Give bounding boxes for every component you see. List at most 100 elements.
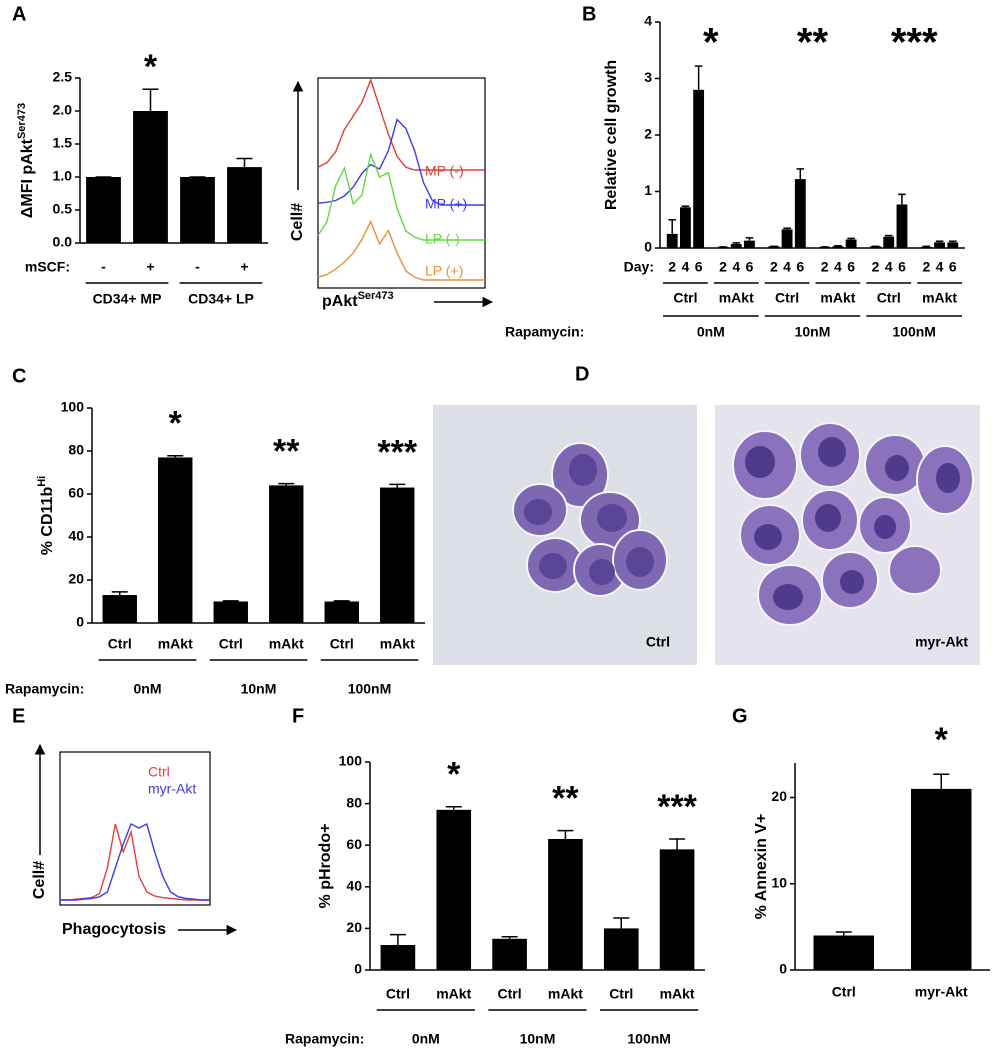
x-tick-label: mAkt [660,986,695,1002]
group-row-label: Rapamycin: [285,1031,364,1047]
subgroup-label: Ctrl [775,290,799,306]
legend-label: LP (-) [425,231,460,247]
bar [781,229,793,248]
bar [324,601,359,623]
axis-title: pAktSer473 [322,290,394,310]
nuclei-myr-akt [745,437,960,610]
y-tick-label: 4 [644,13,652,29]
x-tick-label: 6 [796,259,804,275]
x-tick-label: 4 [732,259,740,275]
y-tick-label: 0 [779,961,787,977]
bar [492,938,527,970]
axis-title: Relative cell growth [603,60,620,210]
bar [920,246,932,248]
bar [679,207,691,248]
bar [269,485,304,623]
axis-title-text: % CD11b [39,487,56,556]
density-curve [317,118,485,206]
x-tick-label: 2 [922,259,930,275]
group-row-label: Rapamycin: [5,681,84,697]
bar [380,487,415,623]
x-tick-label: 6 [746,259,754,275]
axis-title: % Annexin V+ [753,814,770,920]
axis-title: Cell# [31,861,48,899]
axis-title-text: % pHrodo+ [317,824,334,909]
panel-letter: B [582,3,596,25]
panel-letter: D [575,363,589,385]
axis-title: Cell# [289,203,306,241]
group-label: 100nM [348,681,392,697]
y-tick-label: 0.0 [53,234,73,250]
panel-letter: G [732,705,748,727]
panel-letter: C [12,365,26,387]
y-tick-label: 20 [771,788,787,804]
x-tick-label: mAkt [548,986,583,1002]
x-tick-label: myr-Akt [915,984,968,1000]
axis-title: Phagocytosis [62,921,166,938]
significance: ** [273,433,300,471]
x-tick-label: Ctrl [832,984,856,1000]
y-tick-label: 1.5 [53,135,73,151]
density-curve [60,822,210,901]
bar [832,246,844,248]
x-tick-label: 4 [783,259,791,275]
bar [813,935,874,970]
significance: * [935,721,949,759]
x-tick-label: Ctrl [219,636,243,652]
group-row-label: Rapamycin: [505,324,584,340]
y-tick-label: 80 [68,442,84,458]
x-tick-label: Ctrl [498,986,522,1002]
x-row-label: mSCF: [25,259,70,275]
cells-ctrl [512,442,668,597]
bar [86,177,121,243]
subgroup-label: mAkt [719,290,754,306]
plot-frame [317,77,486,289]
bar [102,595,137,623]
y-tick-label: 40 [68,528,84,544]
nuclei-ctrl [524,454,654,585]
group-label: 0nM [412,1031,440,1047]
subgroup-label: Ctrl [673,290,697,306]
x-tick-label: mAkt [436,986,471,1002]
panel-letter: F [292,705,304,727]
x-tick-label: 4 [682,259,690,275]
y-tick-label: 1.0 [53,168,73,184]
y-tick-label: 2 [644,126,652,142]
subgroup-label: mAkt [820,290,855,306]
significance: * [703,21,719,65]
y-tick-label: 20 [346,919,362,935]
legend-label: MP (+) [425,196,467,212]
y-tick-label: 40 [346,878,362,894]
significance: * [144,48,158,86]
y-tick-label: 60 [346,836,362,852]
axis-title: % CD11bHi [36,476,56,555]
group-label: 10nM [241,681,277,697]
x-tick-label: Ctrl [108,636,132,652]
axis-title-text: Cell# [31,861,48,899]
y-tick-label: 10 [771,874,787,890]
axis-title-text: pAkt [322,293,358,310]
cells-myr-akt [732,422,974,626]
bar [730,244,742,248]
y-tick-label: 20 [68,571,84,587]
significance: ** [797,21,829,65]
y-tick-label: 2.0 [53,102,73,118]
y-tick-label: 0.5 [53,201,73,217]
x-tick-label: 6 [695,259,703,275]
y-tick-label: 0 [76,614,84,630]
bar [794,179,806,248]
bar [227,167,262,243]
significance: *** [377,433,417,471]
axis-title-text: Phagocytosis [62,921,166,938]
x-tick-label: 2 [770,259,778,275]
group-label: 0nM [134,681,162,697]
bar [380,945,416,970]
density-curve [317,152,485,241]
y-tick-label: 100 [61,399,85,415]
bar [947,242,959,248]
bar [436,809,472,970]
axis-title-text: ΔMFI pAkt [19,138,36,218]
significance: *** [891,21,938,65]
bar [870,246,881,248]
